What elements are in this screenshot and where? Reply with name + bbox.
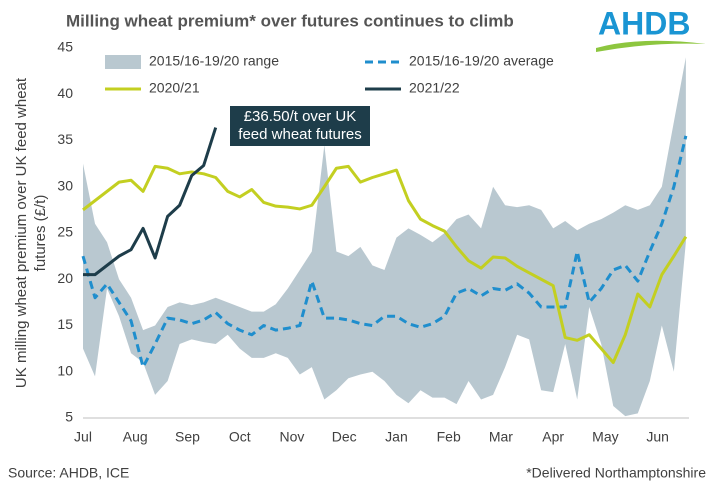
series-line xyxy=(81,135,688,369)
y-tick-label: 10 xyxy=(57,362,73,378)
y-tick-label: 35 xyxy=(57,131,73,147)
x-tick-label: Sep xyxy=(175,429,200,445)
series-line xyxy=(82,164,688,364)
y-tick-label: 45 xyxy=(57,39,73,55)
y-tick-label: 5 xyxy=(65,409,73,425)
x-tick-label: Apr xyxy=(542,429,564,445)
series-line xyxy=(83,127,218,277)
x-tick-label: Jun xyxy=(646,429,669,445)
chart-title: Milling wheat premium* over futures cont… xyxy=(66,11,514,30)
x-tick-label: Aug xyxy=(123,429,148,445)
logo-swoosh xyxy=(596,40,706,52)
y-tick-label: 15 xyxy=(57,316,73,332)
logo: AHDB xyxy=(598,5,690,41)
legend-label: 2020/21 xyxy=(149,80,200,96)
range-band xyxy=(83,57,686,417)
annotation-box xyxy=(230,106,370,146)
x-tick-label: Jul xyxy=(74,429,92,445)
y-axis-label-line: UK milling wheat premium over UK feed wh… xyxy=(13,77,30,388)
annotation: feed wheat futures xyxy=(238,126,361,143)
y-axis-label: UK milling wheat premium over UK feed wh… xyxy=(13,77,49,388)
footnote: *Delivered Northamptonshire xyxy=(526,465,706,481)
legend-label: 2015/16-19/20 range xyxy=(149,53,279,69)
x-tick-label: Oct xyxy=(229,429,251,445)
y-tick-label: 30 xyxy=(57,177,73,193)
source: Source: AHDB, ICE xyxy=(8,465,129,481)
y-tick-label: 40 xyxy=(57,85,73,101)
x-tick-label: Nov xyxy=(280,429,305,445)
x-tick-label: Feb xyxy=(437,429,461,445)
legend-swatch xyxy=(105,55,141,69)
x-tick-label: Jan xyxy=(385,429,408,445)
y-tick-label: 20 xyxy=(57,270,73,286)
annotation: £36.50/t over UK xyxy=(244,108,357,125)
y-tick-label: 25 xyxy=(57,224,73,240)
legend-label: 2015/16-19/20 average xyxy=(409,53,554,69)
legend-label: 2021/22 xyxy=(409,80,460,96)
x-tick-label: Mar xyxy=(489,429,513,445)
x-tick-label: May xyxy=(592,429,618,445)
y-axis-label-line: futures (£/t) xyxy=(32,195,49,272)
x-tick-label: Dec xyxy=(332,429,357,445)
